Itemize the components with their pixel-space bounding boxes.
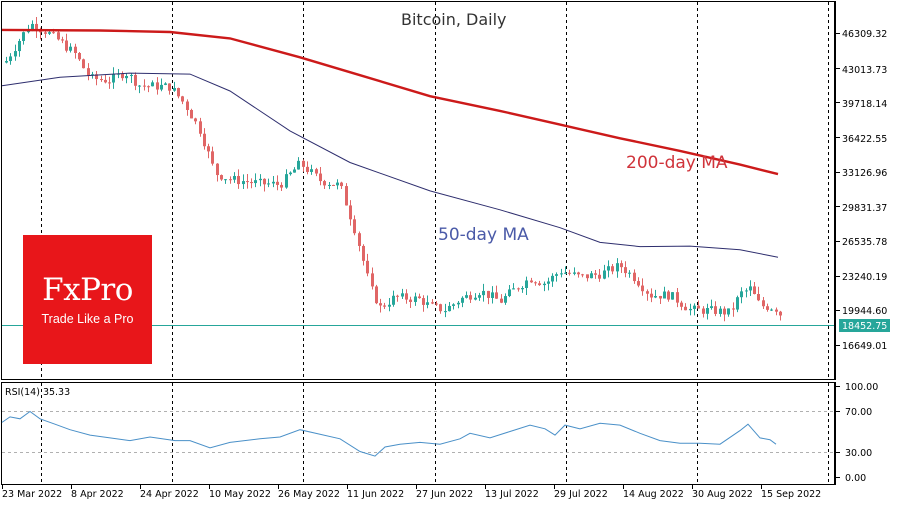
price-tick: 29831.37 (842, 203, 887, 214)
date-tick: 24 Apr 2022 (140, 489, 199, 500)
price-tick: 23240.19 (842, 272, 887, 283)
price-tick: 36422.55 (842, 134, 887, 145)
date-tick: 27 Jun 2022 (416, 489, 473, 500)
date-tick: 10 May 2022 (209, 489, 271, 500)
logo-tagline: Trade Like a Pro (41, 311, 134, 326)
rsi-label: RSI(14) 35.33 (5, 387, 70, 398)
date-tick: 23 Mar 2022 (2, 489, 62, 500)
fxpro-logo: FxPro Trade Like a Pro (23, 235, 152, 364)
date-tick: 26 May 2022 (278, 489, 340, 500)
rsi-tick: 0.00 (845, 473, 866, 484)
date-tick: 13 Jul 2022 (485, 489, 539, 500)
rsi-level-lines (2, 411, 834, 453)
price-tick: 46309.32 (842, 29, 887, 40)
ma50-label: 50-day MA (438, 225, 529, 245)
time-axis: 23 Mar 2022 8 Apr 2022 24 Apr 2022 10 Ma… (2, 484, 821, 500)
rsi-tick: 30.00 (845, 448, 872, 459)
logo-brand: FxPro (42, 271, 133, 308)
price-tick: 43013.73 (842, 65, 887, 76)
candlesticks (5, 17, 782, 322)
rsi-line (1, 410, 777, 457)
rsi-tick: 70.00 (845, 407, 872, 418)
price-tick: 19944.60 (842, 306, 887, 317)
chart-title: Bitcoin, Daily (401, 10, 507, 29)
date-tick: 11 Jun 2022 (347, 489, 404, 500)
ma50-line (1, 72, 779, 258)
period-separators (41, 2, 829, 484)
rsi-tick: 100.00 (845, 382, 878, 393)
price-axis: 46309.32 43013.73 39718.14 36422.55 3312… (835, 1, 890, 380)
date-tick: 29 Jul 2022 (554, 489, 608, 500)
date-tick: 14 Aug 2022 (623, 489, 684, 500)
rsi-axis: 100.00 70.00 30.00 0.00 (835, 382, 878, 485)
price-tick: 26535.78 (842, 237, 887, 248)
price-tick: 33126.96 (842, 168, 887, 179)
ma200-line (1, 28, 779, 176)
current-price-tag-text: 18452.75 (842, 321, 887, 332)
ma200-label: 200-day MA (626, 153, 728, 173)
date-tick: 8 Apr 2022 (71, 489, 124, 500)
price-tick: 39718.14 (842, 99, 887, 110)
date-tick: 15 Sep 2022 (761, 489, 821, 500)
current-price-tag (839, 319, 890, 332)
rsi-panel-frame (1, 382, 835, 485)
date-tick: 30 Aug 2022 (692, 489, 753, 500)
price-tick: 16649.01 (842, 341, 887, 352)
